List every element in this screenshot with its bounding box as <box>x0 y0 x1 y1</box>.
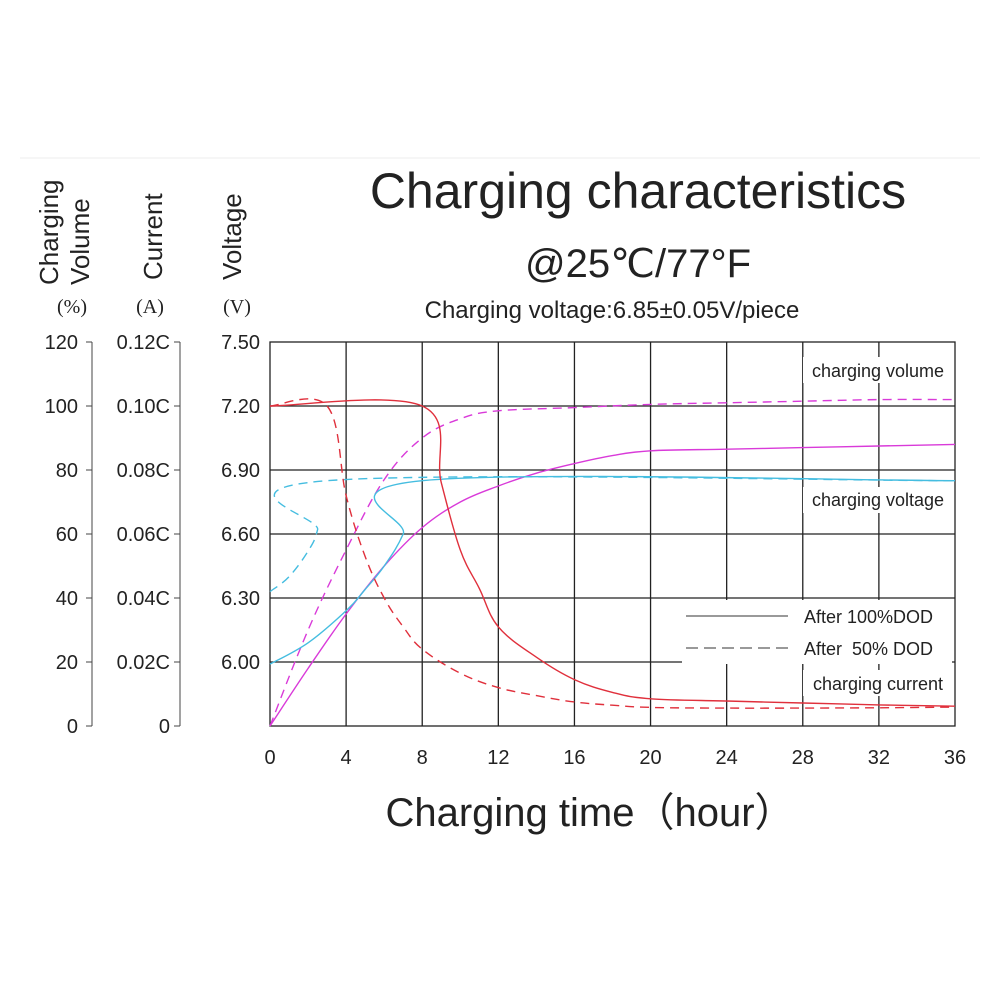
x-tick-label: 16 <box>563 747 585 769</box>
annotation-current: charging current <box>813 674 943 694</box>
y-tick-label: 0.08C <box>117 460 170 482</box>
x-tick-label: 20 <box>639 747 661 769</box>
y-tick-label: 60 <box>56 524 78 546</box>
legend-solid-label: After 100%DOD <box>804 607 933 627</box>
x-tick-label: 8 <box>417 747 428 769</box>
series-current-dashed <box>269 398 956 709</box>
y-tick-label: 6.30 <box>221 588 260 610</box>
x-axis-title: Charging time（hour） <box>385 791 794 835</box>
y-tick-label: 0.06C <box>117 524 170 546</box>
legend: After 100%DOD After 50% DOD <box>682 600 952 664</box>
annotation-current-bg <box>803 670 953 696</box>
y-tick-label: 0.12C <box>117 332 170 354</box>
y-tick-label: 40 <box>56 588 78 610</box>
annotation-volume: charging volume <box>812 361 944 381</box>
x-tick-label: 36 <box>944 747 966 769</box>
x-axis: 0 4 8 12 16 20 24 28 32 36 <box>264 747 966 769</box>
x-tick-label: 32 <box>868 747 890 769</box>
y-axis-title: Current <box>138 193 168 280</box>
y-tick-label: 6.00 <box>221 652 260 674</box>
series-volume-dashed <box>269 398 956 727</box>
chart-subtitle: @25℃/77°F <box>525 242 751 286</box>
y-tick-label: 0.10C <box>117 396 170 418</box>
y-axis-unit: (V) <box>223 296 251 318</box>
axis-labels: Charging Volume (%) Current (A) Voltage (V) <box>34 179 251 318</box>
y-tick-label: 6.90 <box>221 460 260 482</box>
x-tick-label: 4 <box>341 747 352 769</box>
y-tick-label: 0.02C <box>117 652 170 674</box>
chart-title: Charging characteristics <box>370 163 906 219</box>
series-current-solid <box>269 399 956 707</box>
y-axis-title: Volume <box>65 198 95 285</box>
annotation-voltage-bg <box>803 487 953 513</box>
y-tick-label: 7.50 <box>221 332 260 354</box>
y-axis-unit: (A) <box>136 296 164 318</box>
x-tick-label: 24 <box>716 747 738 769</box>
chart-note: Charging voltage:6.85±0.05V/piece <box>425 297 800 324</box>
y-axis-title: Voltage <box>217 193 247 280</box>
y-axis-unit: (%) <box>57 296 87 318</box>
legend-box <box>682 600 952 664</box>
y-tick-label: 0 <box>67 716 78 738</box>
y-tick-label: 0 <box>159 716 170 738</box>
axis-ticks: 0 20 40 60 80 100 120 0 0.02C 0.04C 0.06C 0.08C 0.10… <box>45 332 260 738</box>
x-tick-label: 28 <box>792 747 814 769</box>
y-tick-label: 0.04C <box>117 588 170 610</box>
y-tick-label: 80 <box>56 460 78 482</box>
legend-dashed-label: After 50% DOD <box>804 639 933 659</box>
y-tick-label: 100 <box>45 396 78 418</box>
x-tick-label: 12 <box>487 747 509 769</box>
y-tick-label: 20 <box>56 652 78 674</box>
y-tick-label: 120 <box>45 332 78 354</box>
plot-series <box>269 398 956 727</box>
annotation-voltage: charging voltage <box>812 490 944 510</box>
series-voltage-dashed <box>269 476 956 593</box>
y-tick-label: 6.60 <box>221 524 260 546</box>
y-axis-title: Charging <box>34 179 64 285</box>
y-tick-label: 7.20 <box>221 396 260 418</box>
x-tick-label: 0 <box>264 747 275 769</box>
annotation-volume-bg <box>803 357 953 383</box>
